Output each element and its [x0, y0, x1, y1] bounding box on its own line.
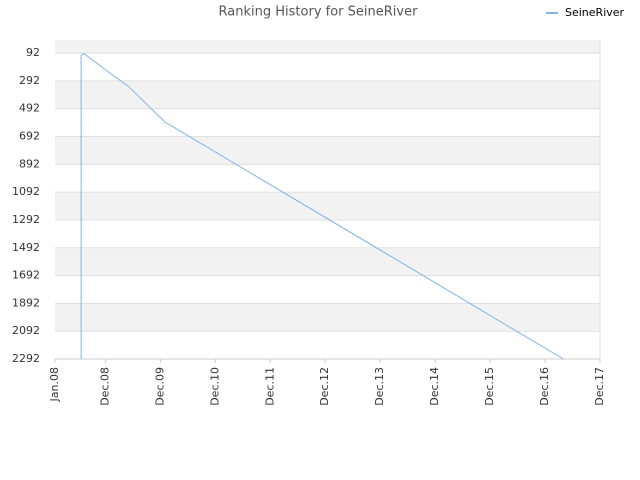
- y-tick-label: 1492: [12, 241, 40, 254]
- x-tick-label: Dec.13: [373, 367, 386, 406]
- y-tick-label: 92: [26, 46, 40, 59]
- x-tick-label: Dec.17: [593, 367, 606, 406]
- plot-band: [55, 80, 600, 109]
- series-line: [80, 52, 564, 360]
- x-tick-label: Dec.14: [428, 367, 441, 406]
- chart-title: Ranking History for SeineRiver: [219, 5, 419, 20]
- y-tick-label: 1692: [12, 269, 40, 282]
- x-tick-label: Dec.11: [263, 367, 276, 406]
- x-tick-label: Jan.08: [48, 367, 61, 402]
- plot-band: [55, 40, 600, 54]
- y-tick-label: 1092: [12, 185, 40, 198]
- y-tick-label: 892: [19, 157, 40, 170]
- x-tick-label: Dec.09: [153, 367, 166, 406]
- plot-band: [55, 247, 600, 276]
- plot-band: [55, 303, 600, 332]
- x-tick-label: Dec.08: [98, 367, 111, 406]
- y-tick-label: 2092: [12, 324, 40, 337]
- legend-label: SeineRiver: [565, 6, 625, 19]
- x-tick-label: Dec.10: [208, 367, 221, 406]
- y-tick-label: 2292: [12, 352, 40, 365]
- x-tick-label: Dec.15: [483, 367, 496, 406]
- plot-band: [55, 136, 600, 165]
- y-tick-label: 1292: [12, 213, 40, 226]
- y-tick-label: 492: [19, 102, 40, 115]
- y-tick-label: 292: [19, 74, 40, 87]
- plot-band: [55, 192, 600, 220]
- x-tick-label: Dec.12: [318, 367, 331, 406]
- y-tick-label: 1892: [12, 296, 40, 309]
- y-tick-label: 692: [19, 130, 40, 143]
- x-tick-label: Dec.16: [538, 367, 551, 406]
